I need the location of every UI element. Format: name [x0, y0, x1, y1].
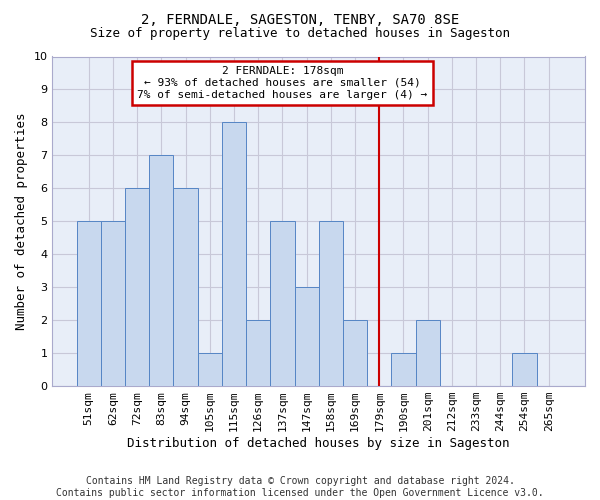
- Bar: [295, 287, 319, 386]
- Bar: [101, 222, 125, 386]
- Bar: [391, 353, 416, 386]
- Text: 2 FERNDALE: 178sqm
← 93% of detached houses are smaller (54)
7% of semi-detached: 2 FERNDALE: 178sqm ← 93% of detached hou…: [137, 66, 428, 100]
- Bar: [125, 188, 149, 386]
- X-axis label: Distribution of detached houses by size in Sageston: Distribution of detached houses by size …: [127, 437, 510, 450]
- Y-axis label: Number of detached properties: Number of detached properties: [15, 112, 28, 330]
- Bar: [416, 320, 440, 386]
- Bar: [222, 122, 246, 386]
- Bar: [149, 156, 173, 386]
- Bar: [319, 222, 343, 386]
- Bar: [270, 222, 295, 386]
- Text: Contains HM Land Registry data © Crown copyright and database right 2024.
Contai: Contains HM Land Registry data © Crown c…: [56, 476, 544, 498]
- Bar: [197, 353, 222, 386]
- Bar: [173, 188, 197, 386]
- Text: Size of property relative to detached houses in Sageston: Size of property relative to detached ho…: [90, 28, 510, 40]
- Bar: [512, 353, 536, 386]
- Bar: [343, 320, 367, 386]
- Bar: [77, 222, 101, 386]
- Bar: [246, 320, 270, 386]
- Text: 2, FERNDALE, SAGESTON, TENBY, SA70 8SE: 2, FERNDALE, SAGESTON, TENBY, SA70 8SE: [141, 12, 459, 26]
